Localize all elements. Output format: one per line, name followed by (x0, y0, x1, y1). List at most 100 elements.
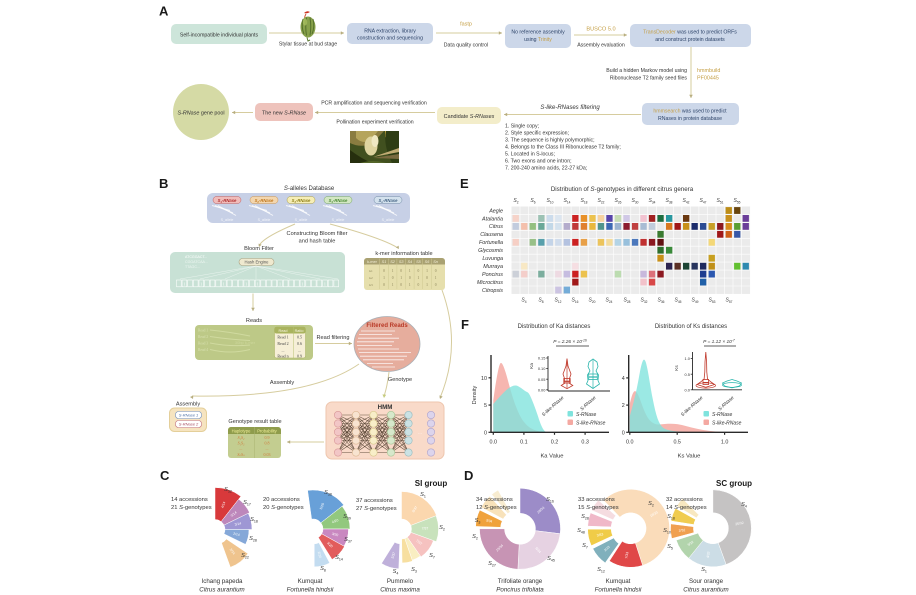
svg-text:1: 1 (245, 282, 247, 287)
svg-text:0: 0 (418, 283, 420, 287)
svg-text:Fortunella hindsii: Fortunella hindsii (287, 587, 334, 594)
svg-text:Genotype result table: Genotype result table (228, 419, 281, 425)
svg-text:Sn: Sn (433, 260, 438, 264)
svg-text:using Trinity: using Trinity (524, 37, 552, 43)
svg-text:SC group: SC group (716, 479, 752, 488)
svg-text:Ribonuclease T2 family seed fi: Ribonuclease T2 family seed files (610, 76, 688, 82)
svg-text:26/32: 26/32 (735, 521, 744, 526)
svg-text:B: B (159, 176, 168, 191)
svg-text:A: A (159, 4, 169, 19)
svg-text:10: 10 (481, 376, 487, 382)
svg-text:S26: S26 (615, 198, 622, 204)
svg-text:Read n: Read n (277, 354, 288, 359)
svg-text:HMM: HMM (378, 404, 393, 411)
svg-text:S1: S1 (420, 492, 426, 498)
svg-text:S6: S6 (530, 198, 535, 204)
svg-text:Ichang papeda: Ichang papeda (202, 578, 244, 585)
svg-text:7. 200-240 amino acids, 22-27: 7. 200-240 amino acids, 22-27 kDa; (505, 166, 587, 172)
svg-text:P = 1.12 × 10-7: P = 1.12 × 10-7 (703, 339, 735, 346)
svg-text:1: 1 (400, 276, 402, 280)
svg-text:Aegle: Aegle (488, 208, 503, 214)
svg-text:S1-RNase: S1-RNase (218, 198, 237, 204)
svg-text:Probability: Probability (257, 429, 277, 434)
svg-text:S53: S53 (709, 298, 716, 304)
svg-text:0: 0 (622, 430, 625, 436)
svg-text:S12: S12 (555, 298, 562, 304)
svg-text:S5: S5 (667, 544, 673, 550)
svg-text:S_allele: S_allele (382, 218, 395, 222)
svg-text:S-RNase: S-RNase (576, 412, 597, 418)
svg-text:Read 4: Read 4 (198, 348, 208, 352)
svg-text:Luvunga: Luvunga (482, 256, 503, 262)
svg-text:S22: S22 (598, 198, 605, 204)
svg-text:S32: S32 (224, 487, 232, 493)
svg-text:1: 1 (257, 282, 259, 287)
svg-text:S5: S5 (416, 260, 422, 264)
svg-text:Poncirus trifoliata: Poncirus trifoliata (496, 587, 544, 594)
svg-text:ATCGGACT...: ATCGGACT... (185, 255, 207, 259)
svg-text:1: 1 (426, 283, 428, 287)
svg-text:4/32: 4/32 (706, 551, 711, 558)
svg-text:33 accessions: 33 accessions (578, 497, 615, 503)
svg-text:4: 4 (622, 376, 625, 382)
svg-text:S12: S12 (597, 567, 605, 573)
svg-text:Fortunella: Fortunella (479, 240, 503, 246)
svg-text:S7: S7 (582, 543, 588, 549)
svg-text:1: 1 (223, 282, 225, 287)
svg-text:5. Located in S-locus;: 5. Located in S-locus; (505, 152, 555, 158)
svg-text:0.03: 0.03 (264, 452, 271, 457)
svg-text:Bloom Filter: Bloom Filter (244, 246, 274, 252)
svg-text:S22: S22 (241, 553, 249, 559)
svg-text:Ka: Ka (529, 363, 534, 369)
svg-text:S51: S51 (717, 198, 724, 204)
svg-text:S-like-RNase: S-like-RNase (712, 421, 742, 427)
svg-text:...: ... (282, 347, 285, 352)
svg-text:S16: S16 (546, 497, 554, 503)
svg-text:...: ... (240, 446, 243, 451)
svg-text:0.2: 0.2 (551, 439, 559, 445)
svg-text:Stylar tissue at bud stage: Stylar tissue at bud stage (279, 42, 337, 48)
svg-text:1: 1 (392, 269, 394, 273)
svg-text:Distribution of Ks distances: Distribution of Ks distances (655, 324, 727, 330)
svg-text:S18: S18 (250, 517, 258, 523)
svg-text:0: 0 (426, 276, 428, 280)
svg-text:Murraya: Murraya (483, 264, 503, 270)
svg-text:1: 1 (301, 282, 303, 287)
svg-text:S7: S7 (429, 553, 435, 559)
svg-text:2/32: 2/32 (679, 528, 686, 532)
svg-text:0.15: 0.15 (538, 356, 546, 361)
svg-text:Genotype: Genotype (388, 377, 412, 383)
svg-text:S₁S₃: S₁S₃ (238, 441, 245, 446)
svg-text:No reference assembly: No reference assembly (511, 30, 565, 36)
svg-text:5/20: 5/20 (319, 502, 325, 510)
svg-text:0.0: 0.0 (490, 439, 498, 445)
svg-text:hmmbuild: hmmbuild (697, 68, 720, 74)
svg-text:1: 1 (279, 282, 281, 287)
svg-text:6. Two exons and one intron;: 6. Two exons and one intron; (505, 159, 572, 165)
svg-text:Distribution of Ka distances: Distribution of Ka distances (518, 324, 591, 330)
svg-text:Read filtering: Read filtering (317, 335, 350, 341)
svg-text:2/14: 2/14 (233, 532, 240, 537)
svg-text:0.0: 0.0 (626, 439, 634, 445)
svg-text:RNases in protein database: RNases in protein database (658, 116, 722, 122)
svg-text:...: ... (418, 430, 422, 435)
svg-text:Sour orange: Sour orange (689, 578, 724, 585)
svg-text:1: 1 (324, 282, 326, 287)
svg-text:S-RNase 1: S-RNase 1 (179, 413, 199, 418)
svg-text:Assembly evaluation: Assembly evaluation (577, 43, 625, 49)
svg-text:S4: S4 (407, 260, 412, 264)
svg-text:Citrus: Citrus (489, 224, 503, 230)
svg-text:S38: S38 (666, 198, 673, 204)
svg-text:S47: S47 (700, 198, 707, 204)
svg-text:Trifoliate orange: Trifoliate orange (498, 578, 543, 585)
svg-text:S_allele: S_allele (332, 218, 345, 222)
svg-text:0: 0 (383, 269, 385, 273)
svg-text:1: 1 (200, 282, 202, 287)
svg-text:Glycosmis: Glycosmis (478, 248, 503, 254)
svg-text:S27: S27 (488, 561, 496, 567)
svg-text:k-mer information table: k-mer information table (375, 251, 432, 257)
svg-text:Clausena: Clausena (480, 232, 503, 238)
svg-text:0.9: 0.9 (297, 354, 302, 359)
svg-text:0.05: 0.05 (538, 377, 546, 382)
svg-text:TransDecoder was used to predi: TransDecoder was used to predict ORFs (643, 30, 737, 36)
